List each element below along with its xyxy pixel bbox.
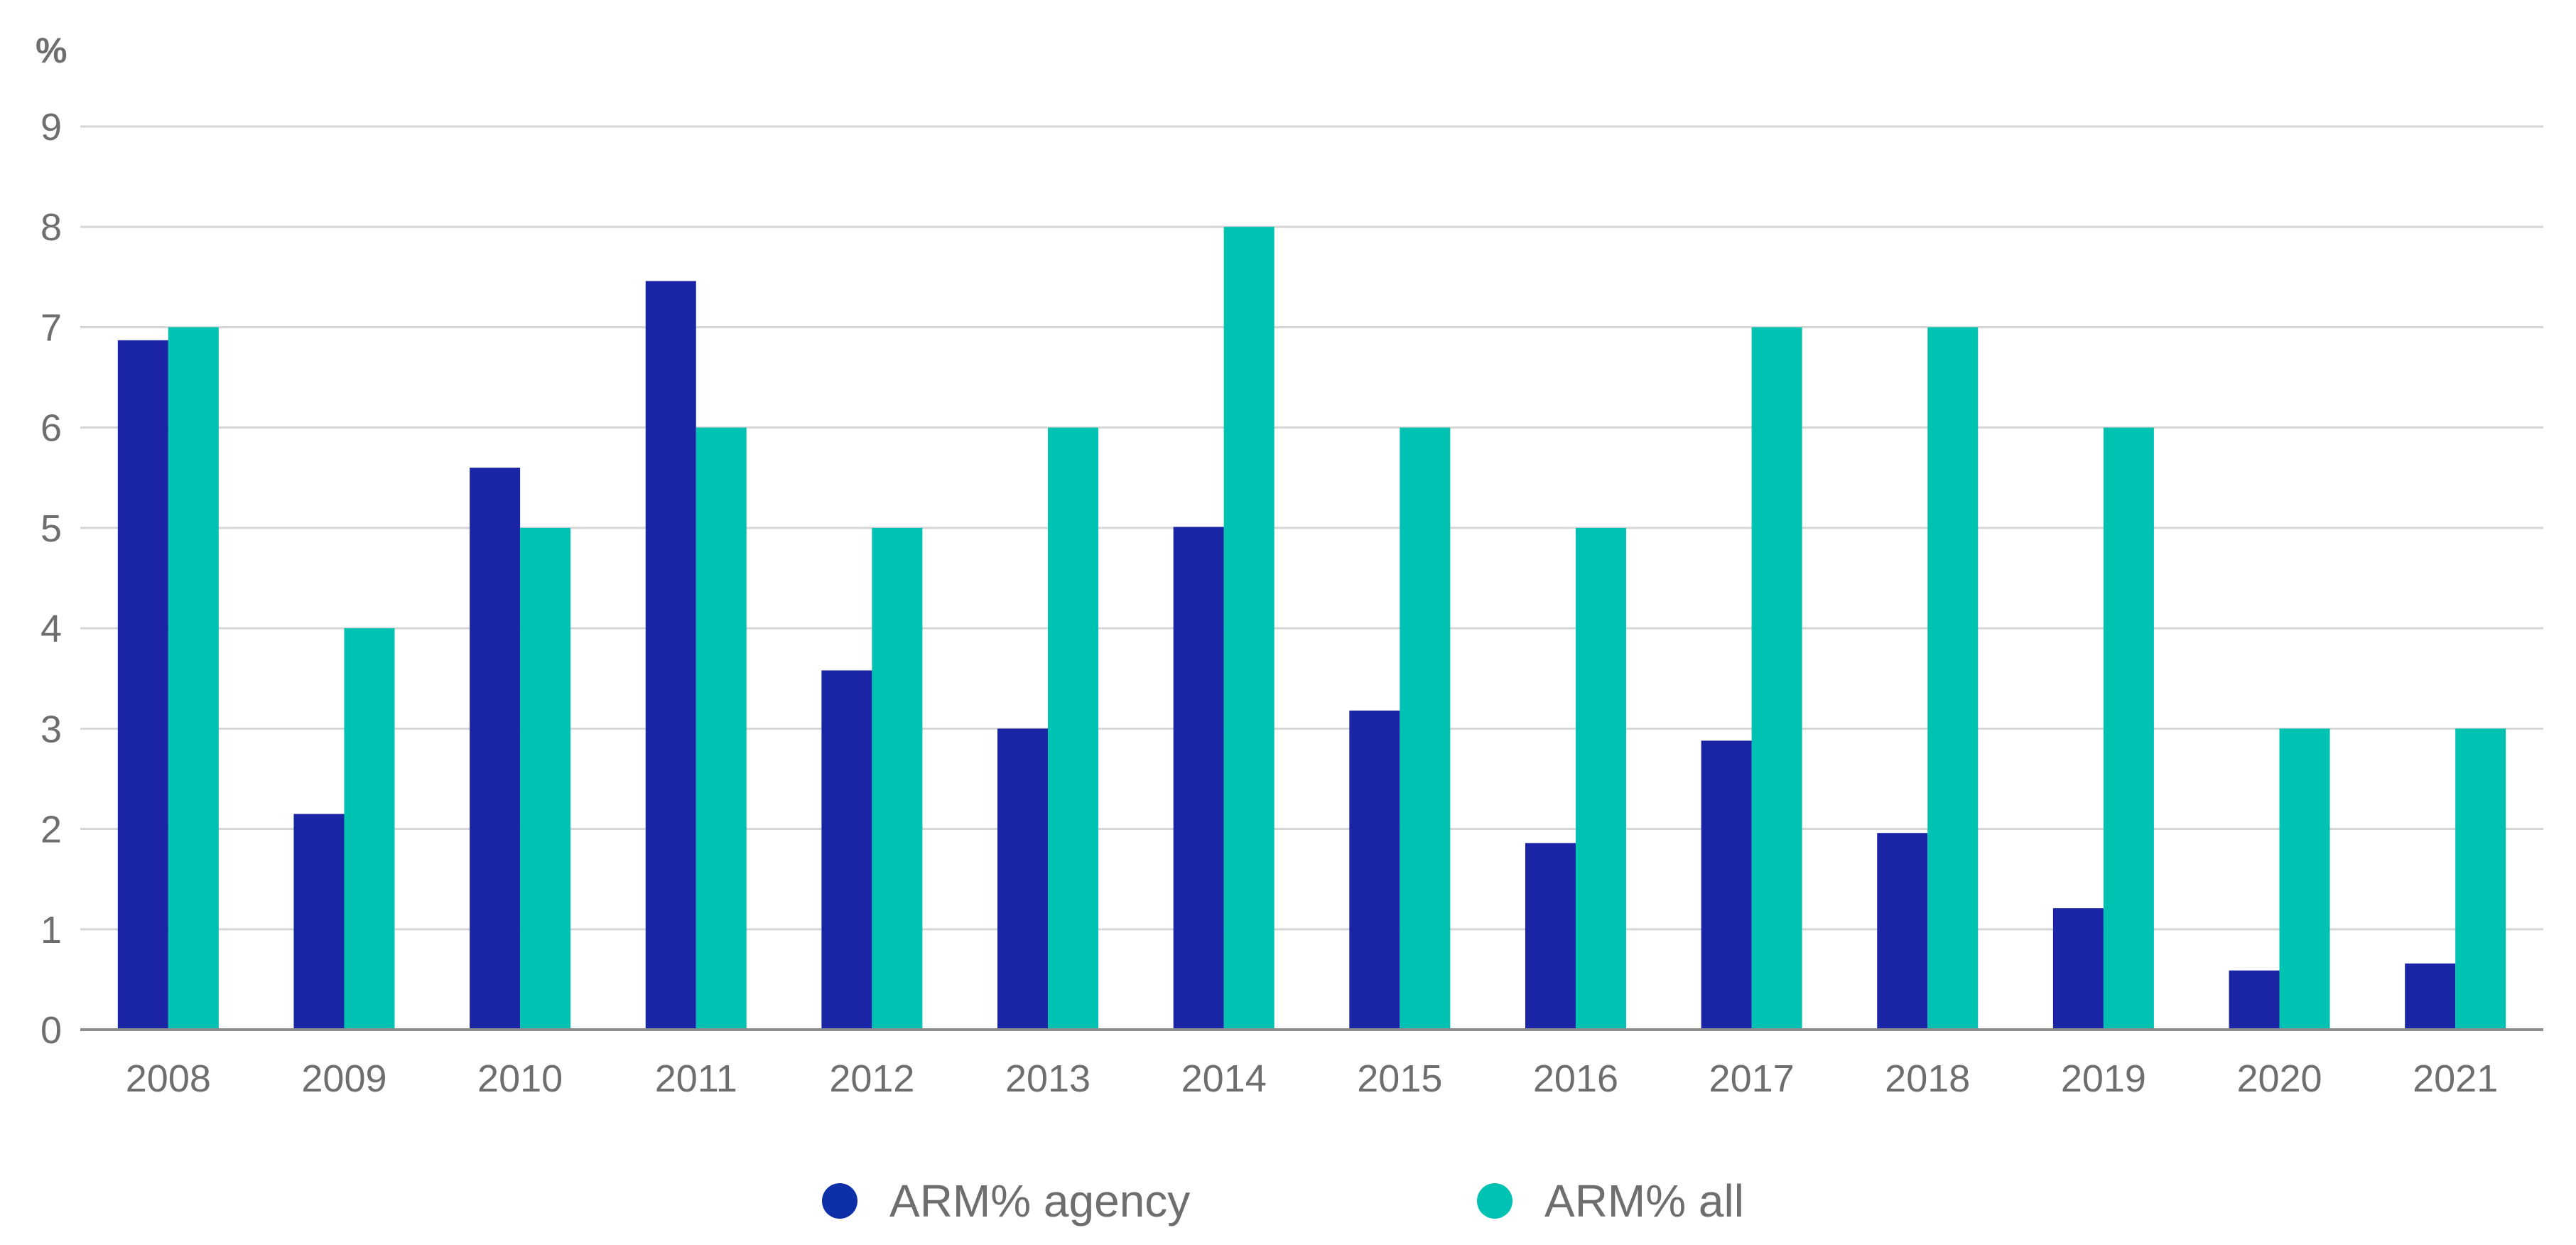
y-tick-label: 9	[40, 106, 62, 149]
bar-arm-all-2019	[2103, 427, 2154, 1030]
bar-arm-agency-2018	[1877, 833, 1928, 1030]
bar-arm-all-2012	[872, 527, 923, 1030]
bar-arm-agency-2013	[997, 728, 1049, 1030]
bar-arm-agency-2014	[1173, 527, 1224, 1030]
x-tick-label: 2018	[1885, 1057, 1970, 1100]
bar-arm-agency-2012	[821, 670, 872, 1030]
bar-arm-agency-2017	[1701, 740, 1752, 1030]
x-tick-label: 2016	[1533, 1057, 1618, 1100]
y-tick-label: 5	[40, 507, 62, 550]
y-tick-label: 7	[40, 306, 62, 349]
y-tick-label: 6	[40, 407, 62, 450]
bar-arm-all-2008	[168, 327, 219, 1030]
bar-arm-all-2014	[1223, 227, 1275, 1030]
bar-arm-all-2009	[344, 628, 395, 1030]
bars	[117, 227, 2506, 1030]
gridlines	[80, 125, 2543, 931]
y-tick-label: 3	[40, 708, 62, 750]
legend-marker-arm-all	[1477, 1183, 1512, 1219]
bar-arm-agency-2021	[2405, 963, 2456, 1030]
bar-arm-all-2010	[520, 527, 571, 1030]
legend-label-arm-agency: ARM% agency	[889, 1175, 1190, 1227]
bar-arm-all-2015	[1400, 427, 1451, 1030]
bar-arm-agency-2020	[2229, 970, 2280, 1030]
bar-arm-agency-2009	[293, 814, 345, 1030]
bar-arm-all-2017	[1751, 327, 1802, 1030]
x-tick-label: 2021	[2413, 1057, 2498, 1100]
x-tick-label: 2012	[829, 1057, 914, 1100]
y-tick-label: 0	[40, 1009, 62, 1052]
bar-arm-agency-2019	[2052, 908, 2104, 1030]
y-axis-unit-label: %	[36, 31, 67, 70]
legend: ARM% agency ARM% all	[822, 1175, 1744, 1227]
bar-arm-all-2011	[696, 427, 747, 1030]
x-tick-label: 2015	[1357, 1057, 1442, 1100]
y-axis-ticks: 0 1 2 3 4 5 6 7 8 9	[40, 106, 62, 1052]
x-tick-label: 2017	[1709, 1057, 1795, 1100]
bar-arm-all-2013	[1048, 427, 1099, 1030]
bar-arm-all-2018	[1927, 327, 1979, 1030]
x-tick-label: 2014	[1181, 1057, 1267, 1100]
x-tick-label: 2009	[301, 1057, 386, 1100]
bar-arm-all-2021	[2455, 728, 2506, 1030]
bar-arm-all-2020	[2279, 728, 2330, 1030]
x-axis-ticks: 2008 2009 2010 2011 2012 2013 2014 2015 2016 2017…	[126, 1057, 2498, 1100]
y-tick-label: 1	[40, 909, 62, 952]
bar-arm-agency-2010	[470, 468, 521, 1030]
bar-arm-agency-2008	[117, 340, 168, 1030]
bar-arm-agency-2015	[1349, 710, 1400, 1030]
y-tick-label: 2	[40, 809, 62, 851]
x-tick-label: 2020	[2236, 1057, 2322, 1100]
x-tick-label: 2019	[2061, 1057, 2146, 1100]
x-tick-label: 2010	[477, 1057, 563, 1100]
y-tick-label: 8	[40, 206, 62, 249]
x-tick-label: 2013	[1005, 1057, 1091, 1100]
y-tick-label: 4	[40, 608, 62, 650]
bar-arm-agency-2011	[645, 281, 696, 1030]
bar-arm-agency-2016	[1525, 843, 1576, 1030]
x-tick-label: 2008	[126, 1057, 211, 1100]
x-tick-label: 2011	[655, 1057, 737, 1100]
legend-label-arm-all: ARM% all	[1544, 1175, 1744, 1227]
legend-marker-arm-agency	[822, 1183, 857, 1219]
bar-arm-all-2016	[1575, 527, 1626, 1030]
